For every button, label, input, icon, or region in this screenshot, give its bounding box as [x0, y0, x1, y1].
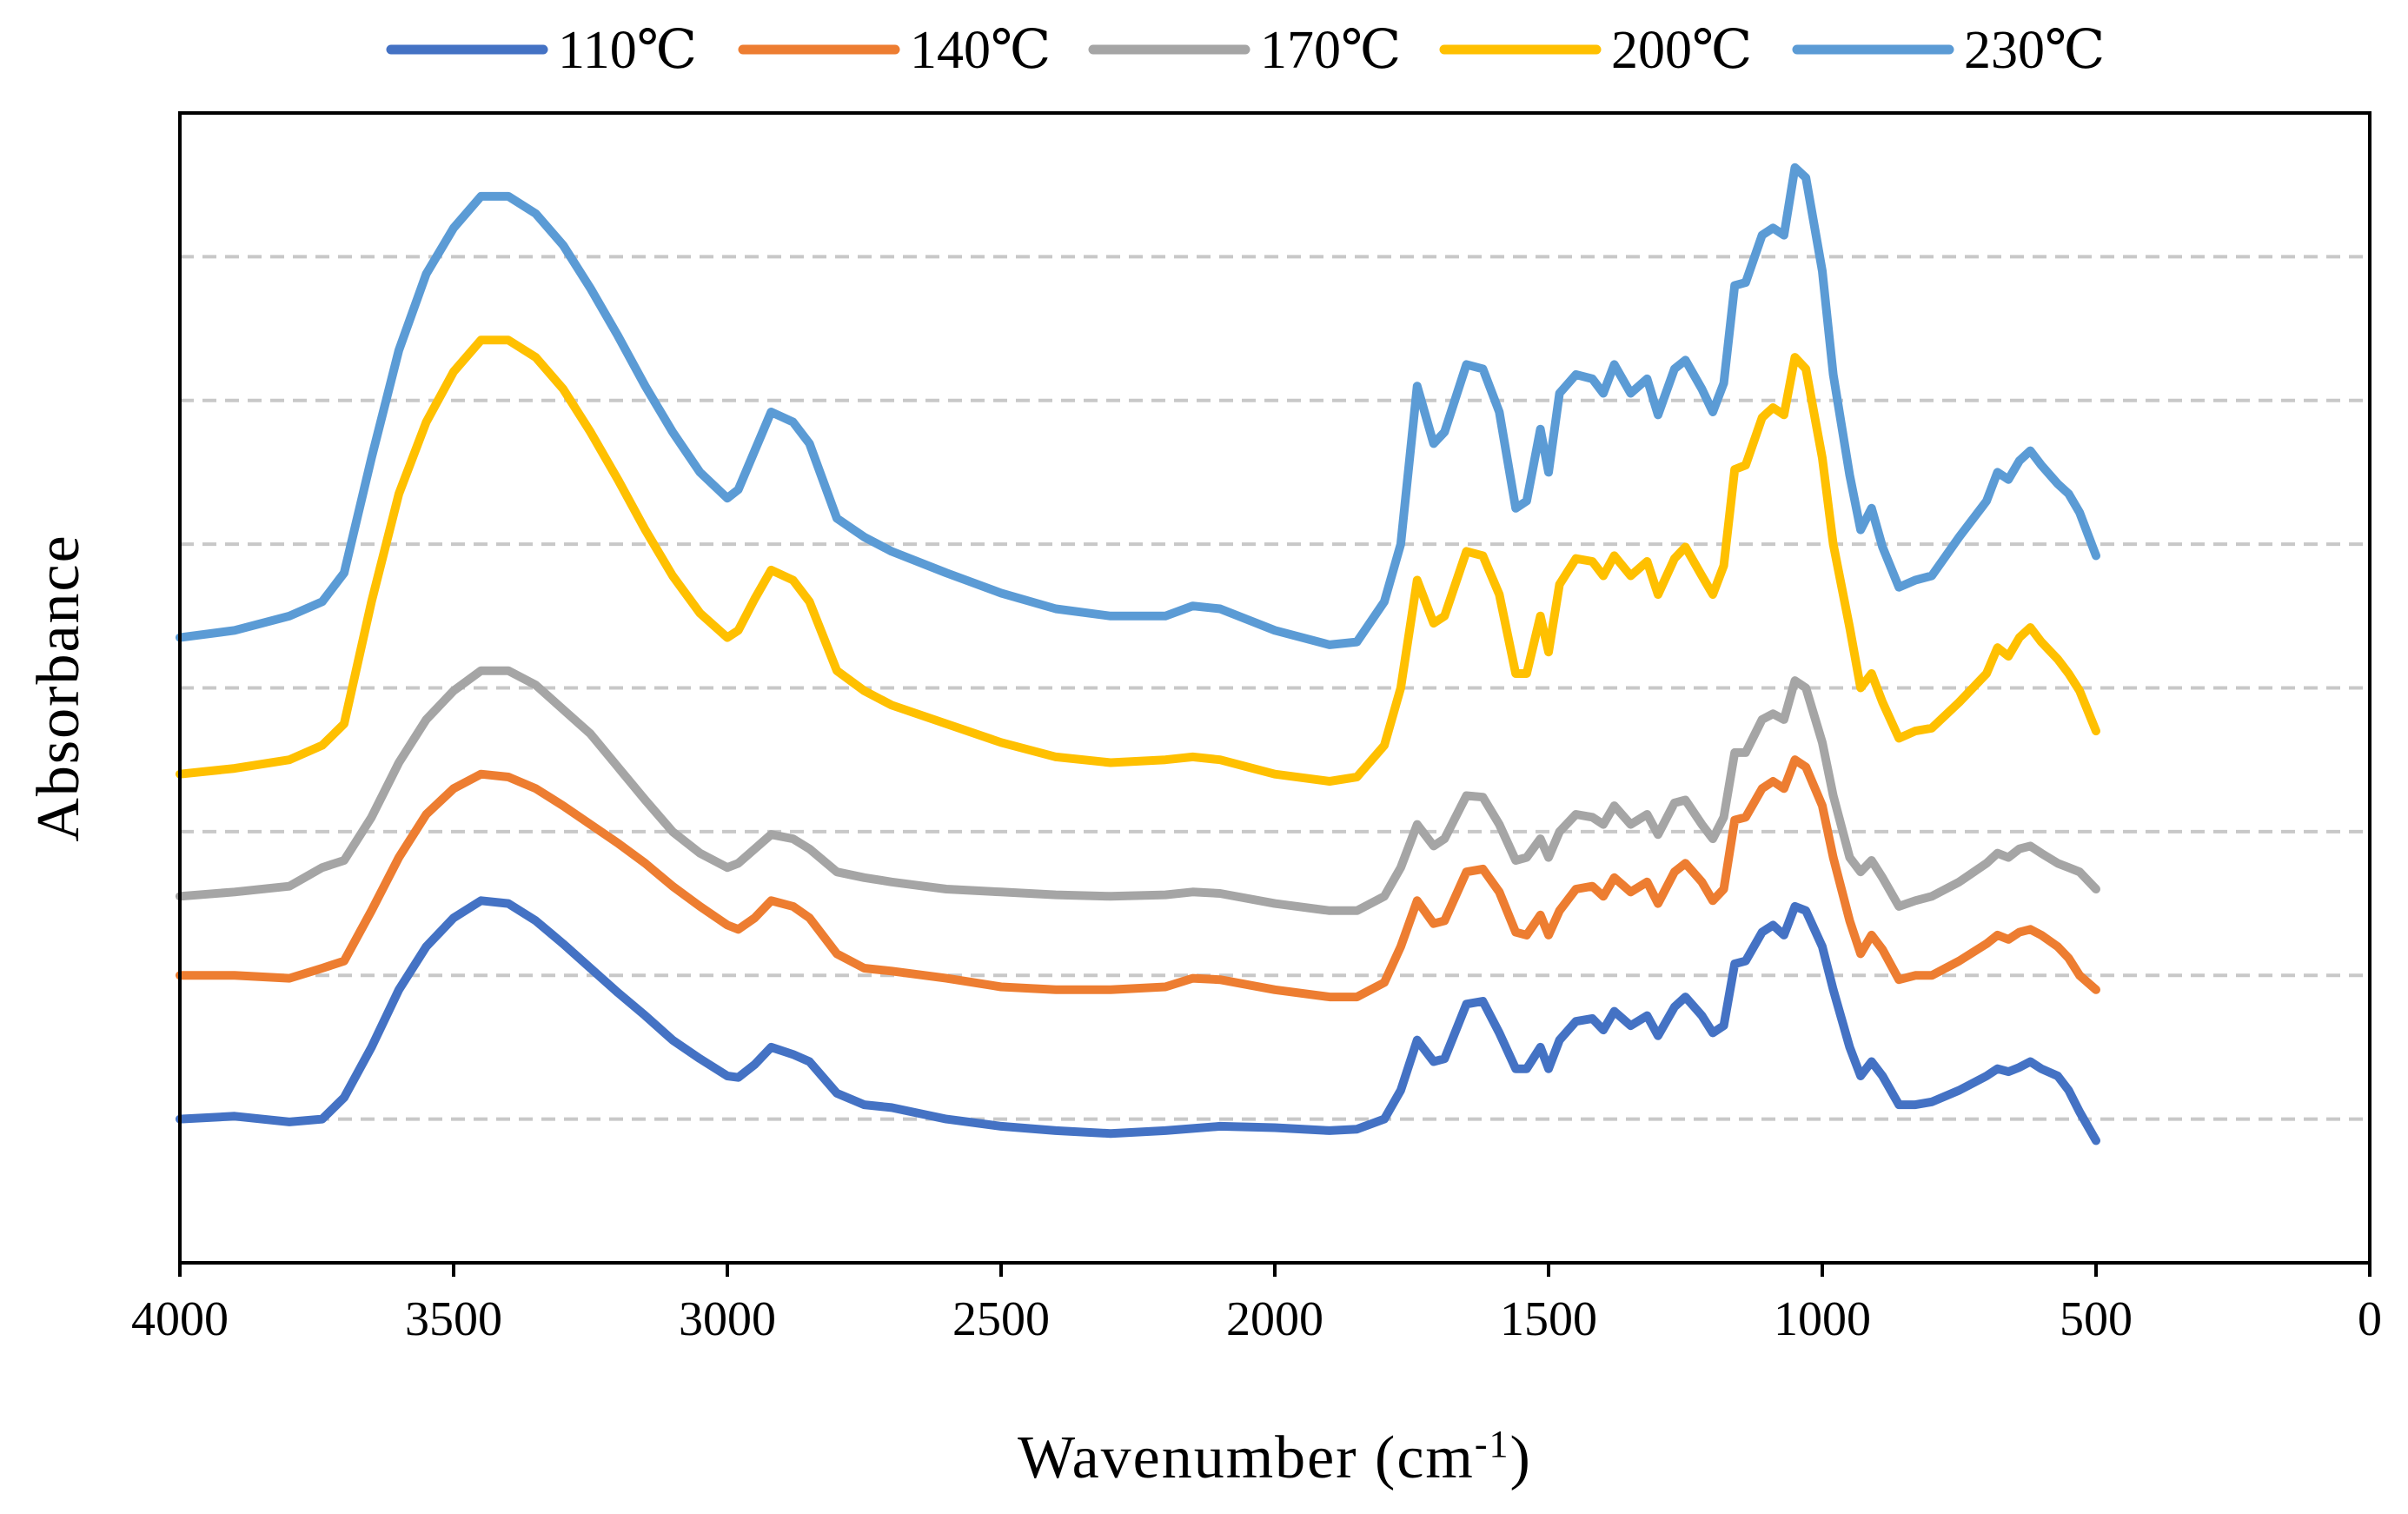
- series-line-4: [176, 335, 2100, 786]
- legend-label: 230℃: [1964, 21, 2105, 80]
- x-tick-label: 4000: [131, 1292, 229, 1346]
- x-tick-label: 1000: [1774, 1292, 1871, 1346]
- series-line-3: [176, 666, 2100, 915]
- x-axis-title-base: Wavenumber (cm: [1018, 1424, 1475, 1491]
- legend-label: 140℃: [910, 21, 1051, 80]
- x-tick-label: 2500: [952, 1292, 1050, 1346]
- x-tick-label: 3500: [405, 1292, 502, 1346]
- x-axis-title-close: ): [1510, 1424, 1532, 1491]
- series-line-1: [176, 896, 2100, 1145]
- series-line-5: [176, 163, 2100, 649]
- x-axis-title: Wavenumber (cm-1): [1018, 1423, 1532, 1492]
- y-axis-title: Absorbance: [25, 534, 92, 841]
- x-tick-label: 2000: [1226, 1292, 1323, 1346]
- legend: 110℃ 140℃ 170℃ 200℃ 230℃: [386, 21, 2105, 80]
- x-tick-label: 1500: [1500, 1292, 1597, 1346]
- legend-label: 110℃: [558, 21, 697, 80]
- x-tick-label: 3000: [679, 1292, 776, 1346]
- x-tick-label: 500: [2060, 1292, 2133, 1346]
- legend-label: 170℃: [1260, 21, 1401, 80]
- x-axis-ticks: 4000 3500 3000 2500 2000 1500 1000 500 0: [131, 1263, 2382, 1346]
- x-axis-title-superscript: -1: [1475, 1423, 1510, 1465]
- series-lines: [176, 163, 2100, 1145]
- series-line-2: [176, 755, 2100, 1002]
- legend-label: 200℃: [1611, 21, 1752, 80]
- x-tick-label: 0: [2358, 1292, 2382, 1346]
